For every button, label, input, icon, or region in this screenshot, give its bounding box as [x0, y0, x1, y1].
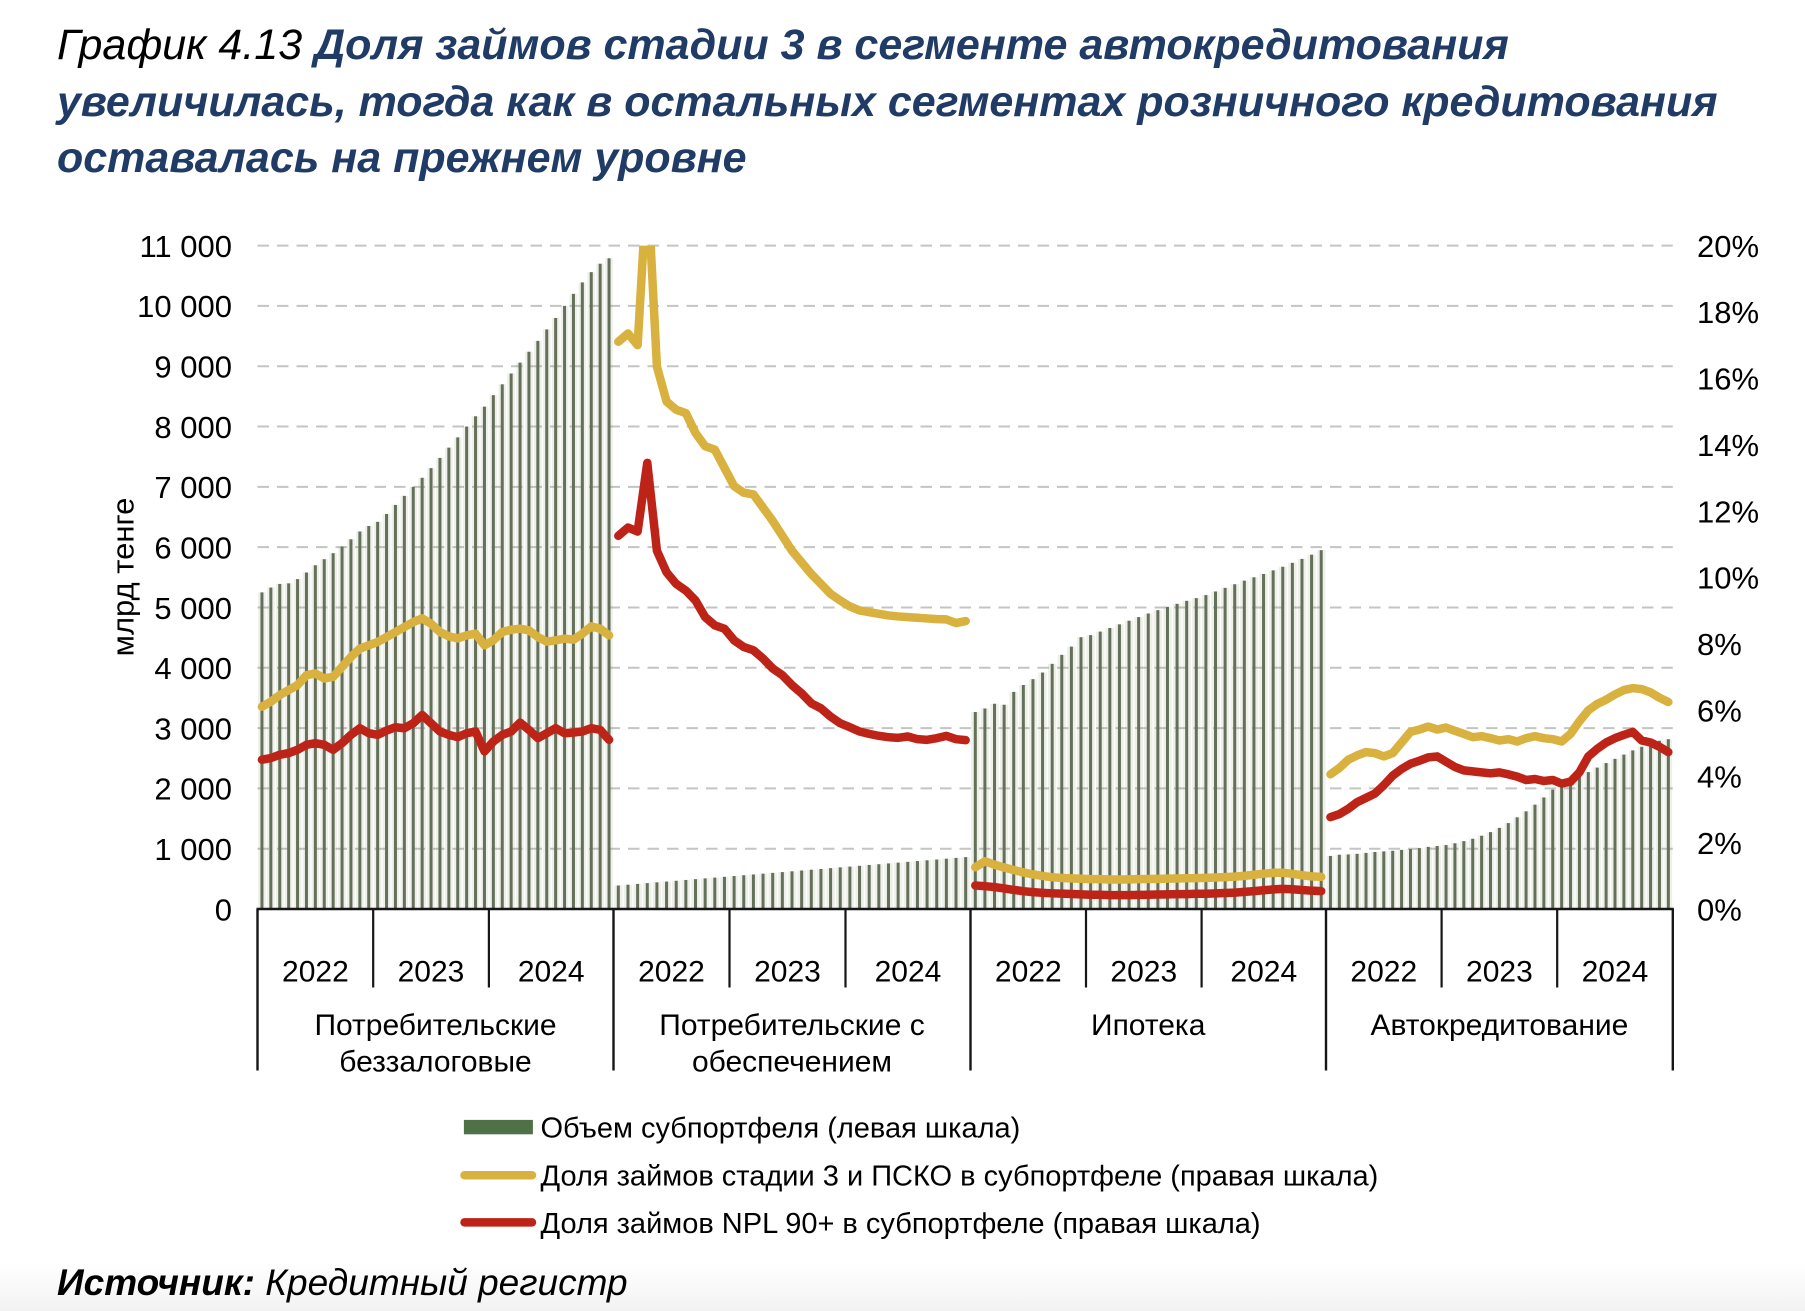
svg-text:10%: 10% — [1697, 561, 1759, 596]
svg-text:2%: 2% — [1697, 826, 1742, 861]
svg-text:16%: 16% — [1697, 362, 1759, 397]
svg-text:4 000: 4 000 — [154, 651, 232, 686]
svg-text:14%: 14% — [1697, 428, 1759, 463]
svg-text:10 000: 10 000 — [137, 289, 232, 324]
svg-text:7 000: 7 000 — [154, 470, 232, 505]
svg-text:2023: 2023 — [1466, 955, 1533, 988]
svg-text:млрд тенге: млрд тенге — [105, 498, 140, 657]
svg-text:9 000: 9 000 — [154, 350, 232, 385]
svg-text:Потребительские: Потребительские — [314, 1009, 556, 1042]
svg-text:8%: 8% — [1697, 627, 1742, 662]
svg-text:обеспечением: обеспечением — [692, 1045, 892, 1078]
svg-text:Доля займов стадии 3 и ПСКО в: Доля займов стадии 3 и ПСКО в субпортфел… — [541, 1161, 1379, 1193]
svg-text:Объем субпортфеля (левая шкала: Объем субпортфеля (левая шкала) — [541, 1113, 1021, 1145]
svg-text:6 000: 6 000 — [154, 530, 232, 565]
svg-text:Доля займов NPL 90+ в субпортф: Доля займов NPL 90+ в субпортфеле (права… — [541, 1208, 1261, 1240]
svg-text:2024: 2024 — [518, 955, 585, 988]
svg-text:2023: 2023 — [1110, 955, 1177, 988]
svg-text:2024: 2024 — [1230, 955, 1297, 988]
svg-text:0%: 0% — [1697, 892, 1742, 927]
svg-text:2023: 2023 — [398, 955, 465, 988]
svg-text:2022: 2022 — [638, 955, 705, 988]
svg-text:2024: 2024 — [1582, 955, 1649, 988]
svg-text:2023: 2023 — [754, 955, 821, 988]
svg-text:0: 0 — [215, 892, 232, 927]
svg-text:11 000: 11 000 — [139, 229, 232, 264]
svg-text:2022: 2022 — [995, 955, 1062, 988]
svg-text:18%: 18% — [1697, 295, 1759, 330]
svg-text:8 000: 8 000 — [154, 410, 232, 445]
svg-text:2022: 2022 — [1350, 955, 1417, 988]
svg-text:4%: 4% — [1697, 760, 1742, 795]
svg-text:2024: 2024 — [875, 955, 942, 988]
svg-text:Автокредитование: Автокредитование — [1370, 1009, 1628, 1042]
svg-text:6%: 6% — [1697, 693, 1742, 728]
svg-text:20%: 20% — [1697, 229, 1759, 264]
svg-text:2022: 2022 — [282, 955, 349, 988]
svg-text:12%: 12% — [1697, 494, 1759, 529]
svg-text:2 000: 2 000 — [154, 772, 232, 807]
svg-text:1 000: 1 000 — [154, 832, 232, 867]
svg-text:Потребительские с: Потребительские с — [659, 1009, 924, 1042]
svg-text:Ипотека: Ипотека — [1091, 1009, 1206, 1042]
svg-text:беззалоговые: беззалоговые — [339, 1045, 531, 1078]
svg-text:3 000: 3 000 — [154, 711, 232, 746]
svg-text:5 000: 5 000 — [154, 591, 232, 626]
